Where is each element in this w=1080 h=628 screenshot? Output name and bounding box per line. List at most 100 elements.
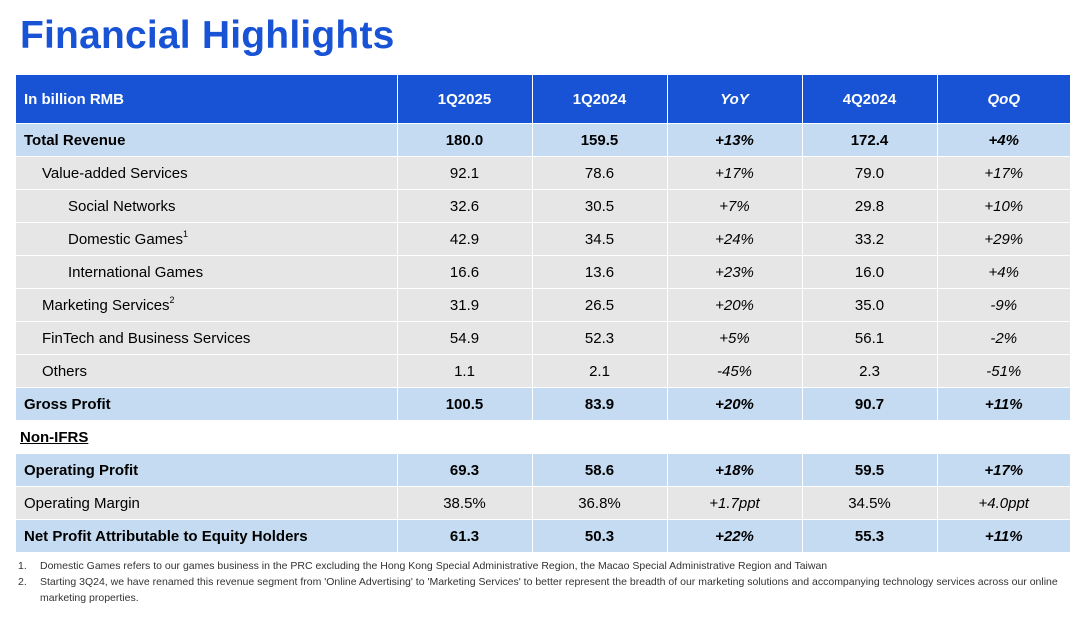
cell-yoy: +17% <box>667 156 803 190</box>
cell-qoq: +29% <box>937 222 1070 256</box>
row-label: Others <box>16 354 398 388</box>
row-label: Social Networks <box>16 189 398 223</box>
financial-table: In billion RMB 1Q2025 1Q2024 YoY 4Q2024 … <box>16 75 1070 553</box>
cell-4q2024: 55.3 <box>802 519 938 553</box>
cell-qoq: -51% <box>937 354 1070 388</box>
cell-yoy: +18% <box>667 453 803 487</box>
section-title: Non-IFRS <box>20 428 89 446</box>
row-label: Marketing Services <box>42 297 170 314</box>
footnote-ref: 2 <box>169 295 175 305</box>
header-qoq: QoQ <box>937 75 1070 124</box>
cell-qoq: +11% <box>937 519 1070 553</box>
cell-qoq: -2% <box>937 321 1070 355</box>
cell-1q2025: 32.6 <box>397 189 533 223</box>
cell-1q2025: 100.5 <box>397 387 533 421</box>
cell-1q2024: 78.6 <box>532 156 668 190</box>
row-label-cell: Marketing Services2 <box>16 288 398 322</box>
footnote-1: 1. Domestic Games refers to our games bu… <box>18 558 1058 574</box>
row-total-revenue: Total Revenue 180.0 159.5 +13% 172.4 +4% <box>16 123 1070 157</box>
cell-yoy: +24% <box>667 222 803 256</box>
cell-4q2024: 56.1 <box>802 321 938 355</box>
cell-yoy: +20% <box>667 288 803 322</box>
row-label: Operating Margin <box>16 486 398 520</box>
cell-1q2024: 159.5 <box>532 123 668 157</box>
footnote-text: Starting 3Q24, we have renamed this reve… <box>40 576 1058 604</box>
footnote-number: 2. <box>18 576 27 588</box>
cell-1q2025: 16.6 <box>397 255 533 289</box>
row-label: Net Profit Attributable to Equity Holder… <box>16 519 398 553</box>
header-1q2025: 1Q2025 <box>397 75 533 124</box>
table-header-row: In billion RMB 1Q2025 1Q2024 YoY 4Q2024 … <box>16 75 1070 124</box>
row-label: Total Revenue <box>16 123 398 157</box>
cell-1q2025: 92.1 <box>397 156 533 190</box>
cell-1q2025: 42.9 <box>397 222 533 256</box>
cell-1q2024: 83.9 <box>532 387 668 421</box>
row-gross-profit: Gross Profit 100.5 83.9 +20% 90.7 +11% <box>16 387 1070 421</box>
header-unit: In billion RMB <box>16 75 398 124</box>
cell-1q2024: 2.1 <box>532 354 668 388</box>
cell-4q2024: 79.0 <box>802 156 938 190</box>
cell-qoq: -9% <box>937 288 1070 322</box>
cell-yoy: -45% <box>667 354 803 388</box>
footnote-ref: 1 <box>183 229 189 239</box>
row-label-cell: Domestic Games1 <box>16 222 398 256</box>
cell-1q2024: 26.5 <box>532 288 668 322</box>
cell-yoy: +1.7ppt <box>667 486 803 520</box>
row-label: Value-added Services <box>16 156 398 190</box>
row-international-games: International Games 16.6 13.6 +23% 16.0 … <box>16 255 1070 289</box>
row-label: FinTech and Business Services <box>16 321 398 355</box>
cell-1q2024: 36.8% <box>532 486 668 520</box>
cell-1q2024: 52.3 <box>532 321 668 355</box>
cell-yoy: +20% <box>667 387 803 421</box>
cell-qoq: +11% <box>937 387 1070 421</box>
row-fintech-business-services: FinTech and Business Services 54.9 52.3 … <box>16 321 1070 355</box>
cell-4q2024: 172.4 <box>802 123 938 157</box>
footnote-text: Domestic Games refers to our games busin… <box>40 560 828 572</box>
footnote-number: 1. <box>18 560 27 572</box>
row-value-added-services: Value-added Services 92.1 78.6 +17% 79.0… <box>16 156 1070 190</box>
cell-qoq: +4.0ppt <box>937 486 1070 520</box>
cell-qoq: +10% <box>937 189 1070 223</box>
cell-1q2025: 61.3 <box>397 519 533 553</box>
cell-yoy: +23% <box>667 255 803 289</box>
cell-4q2024: 34.5% <box>802 486 938 520</box>
section-non-ifrs: Non-IFRS <box>16 420 1070 454</box>
cell-4q2024: 29.8 <box>802 189 938 223</box>
cell-yoy: +13% <box>667 123 803 157</box>
row-label: Gross Profit <box>16 387 398 421</box>
cell-1q2024: 34.5 <box>532 222 668 256</box>
cell-qoq: +4% <box>937 255 1070 289</box>
section-title-cell: Non-IFRS <box>16 420 1070 454</box>
cell-1q2025: 54.9 <box>397 321 533 355</box>
header-1q2024: 1Q2024 <box>532 75 668 124</box>
cell-qoq: +4% <box>937 123 1070 157</box>
row-net-profit: Net Profit Attributable to Equity Holder… <box>16 519 1070 553</box>
row-label: International Games <box>16 255 398 289</box>
cell-qoq: +17% <box>937 156 1070 190</box>
row-operating-profit: Operating Profit 69.3 58.6 +18% 59.5 +17… <box>16 453 1070 487</box>
cell-yoy: +5% <box>667 321 803 355</box>
cell-1q2025: 69.3 <box>397 453 533 487</box>
row-label: Domestic Games <box>68 231 184 248</box>
cell-1q2024: 30.5 <box>532 189 668 223</box>
cell-1q2024: 50.3 <box>532 519 668 553</box>
row-domestic-games: Domestic Games1 42.9 34.5 +24% 33.2 +29% <box>16 222 1070 256</box>
cell-1q2025: 1.1 <box>397 354 533 388</box>
page-title: Financial Highlights <box>20 14 395 57</box>
cell-1q2025: 31.9 <box>397 288 533 322</box>
cell-4q2024: 90.7 <box>802 387 938 421</box>
row-operating-margin: Operating Margin 38.5% 36.8% +1.7ppt 34.… <box>16 486 1070 520</box>
cell-4q2024: 33.2 <box>802 222 938 256</box>
row-marketing-services: Marketing Services2 31.9 26.5 +20% 35.0 … <box>16 288 1070 322</box>
header-yoy: YoY <box>667 75 803 124</box>
cell-1q2024: 13.6 <box>532 255 668 289</box>
cell-1q2025: 180.0 <box>397 123 533 157</box>
cell-4q2024: 35.0 <box>802 288 938 322</box>
cell-4q2024: 16.0 <box>802 255 938 289</box>
cell-4q2024: 2.3 <box>802 354 938 388</box>
footnotes: 1. Domestic Games refers to our games bu… <box>18 558 1058 606</box>
row-label: Operating Profit <box>16 453 398 487</box>
cell-1q2024: 58.6 <box>532 453 668 487</box>
cell-qoq: +17% <box>937 453 1070 487</box>
cell-yoy: +22% <box>667 519 803 553</box>
